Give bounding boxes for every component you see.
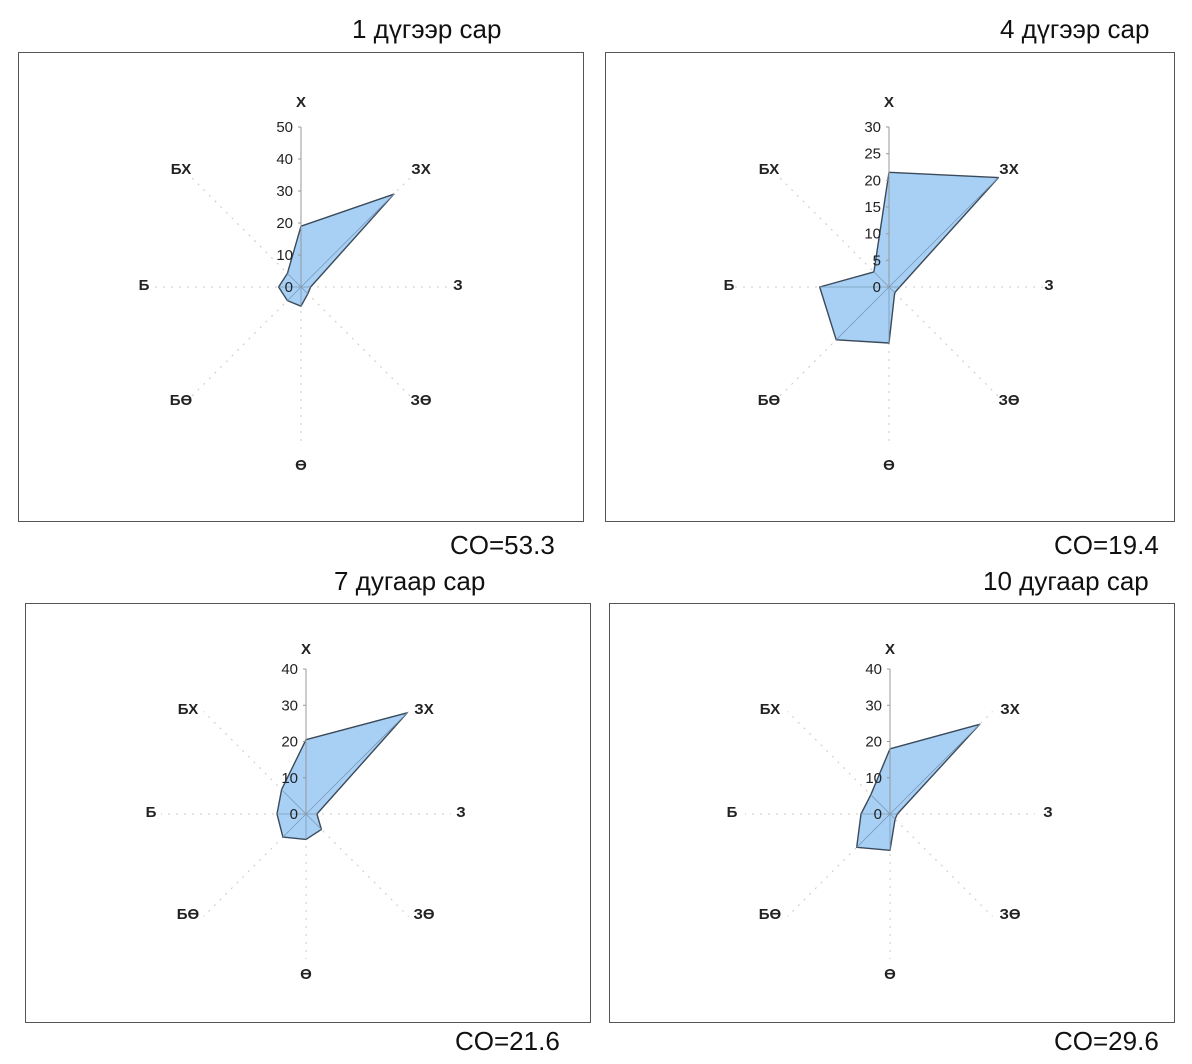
direction-label: Б <box>724 277 735 294</box>
direction-label: Ө <box>300 966 312 983</box>
direction-label: БХ <box>178 701 198 718</box>
tick-label: 50 <box>276 119 293 136</box>
tick-label: 10 <box>276 247 293 264</box>
tick-label: 0 <box>290 806 298 823</box>
chart-title-2: 4 дүгээр сар <box>1000 14 1150 44</box>
spoke-5 <box>775 286 890 401</box>
tick-label: 40 <box>276 151 293 168</box>
direction-label: Х <box>885 641 895 658</box>
direction-label: БӨ <box>170 392 193 409</box>
direction-label: БӨ <box>759 906 782 923</box>
chart-title-1: 1 дүгээр сар <box>352 14 502 44</box>
tick-label: 0 <box>873 279 881 296</box>
tick-label: 40 <box>865 661 882 678</box>
data-point-5 <box>856 813 891 848</box>
tick-label: 30 <box>864 119 881 136</box>
direction-label: Х <box>301 641 311 658</box>
direction-label: Б <box>139 277 150 294</box>
data-point-3 <box>888 286 895 293</box>
direction-label: З <box>456 804 465 821</box>
chart-panel-4: 0 10 20 30 40 Х ЗХ З ЗӨ Ө БӨ Б БХ <box>609 603 1175 1023</box>
chart-panel-3: 0 10 20 30 40 Х ЗХ З ЗӨ Ө БӨ Б БХ <box>25 603 591 1023</box>
data-point-3 <box>300 286 309 295</box>
tick-label: 30 <box>865 697 882 714</box>
direction-label: Б <box>727 804 738 821</box>
data-point-7 <box>287 273 302 288</box>
data-point-1 <box>889 724 980 815</box>
tick-label: 10 <box>281 770 298 787</box>
data-point-7 <box>870 794 891 815</box>
chart-note-4: CO=29.6 <box>1054 1026 1159 1056</box>
direction-label: БХ <box>171 161 191 178</box>
tick-label: 15 <box>864 199 881 216</box>
data-point-1 <box>305 712 408 815</box>
series-area <box>277 193 395 307</box>
chart-panel-1: 0 10 20 30 40 50 Х ЗХ З ЗӨ Ө БӨ Б БХ <box>18 52 584 522</box>
direction-label: З <box>1044 277 1053 294</box>
data-point-3 <box>305 813 322 830</box>
chart-panel-2: 0 5 10 15 20 25 30 Х ЗХ З ЗӨ Ө БӨ Б БХ <box>605 52 1175 522</box>
chart-note-1: CO=53.3 <box>450 530 555 560</box>
radar-chart-2: 0 5 10 15 20 25 30Х ЗХ З ЗӨ Ө БӨ Б БХ <box>724 94 1054 474</box>
tick-label: 20 <box>281 734 298 751</box>
data-point-3 <box>889 813 896 820</box>
radar-chart-4: 0 10 20 30 40Х ЗХ З ЗӨ Ө БӨ Б БХ <box>727 641 1053 983</box>
data-point-7 <box>873 271 890 288</box>
tick-label: 20 <box>865 734 882 751</box>
direction-label: БХ <box>759 161 779 178</box>
chart-note-3: CO=21.6 <box>455 1026 560 1056</box>
radar-chart-1: 0 10 20 30 40 50Х ЗХ З ЗӨ Ө БӨ Б БХ <box>139 94 463 474</box>
chart-title-3: 7 дугаар сар <box>334 566 486 596</box>
data-point-7 <box>281 789 307 815</box>
direction-label: БӨ <box>758 392 781 409</box>
direction-label: ЗХ <box>414 701 433 718</box>
direction-label: З <box>453 277 462 294</box>
direction-label: ЗХ <box>1000 701 1019 718</box>
direction-label: Ө <box>295 457 307 474</box>
tick-label: 30 <box>281 697 298 714</box>
direction-label: З <box>1043 804 1052 821</box>
tick-label: 5 <box>873 252 881 269</box>
direction-label: Б <box>146 804 157 821</box>
tick-label: 40 <box>281 661 298 678</box>
series-area <box>276 712 408 841</box>
direction-label: ЗХ <box>999 161 1018 178</box>
tick-label: 0 <box>285 279 293 296</box>
direction-label: БӨ <box>177 906 200 923</box>
tick-label: 10 <box>864 226 881 243</box>
spoke-3 <box>888 286 1003 401</box>
direction-label: БХ <box>760 701 780 718</box>
data-point-1 <box>300 193 395 288</box>
spoke-3 <box>889 813 993 917</box>
data-point-1 <box>888 177 999 288</box>
spoke-7 <box>775 173 890 288</box>
tick-label: 20 <box>276 215 293 232</box>
direction-label: Ө <box>883 457 895 474</box>
spoke-3 <box>300 286 415 401</box>
data-point-5 <box>287 286 302 301</box>
direction-label: ЗӨ <box>999 906 1020 923</box>
tick-label: 25 <box>864 146 881 163</box>
radar-chart-3: 0 10 20 30 40Х ЗХ З ЗӨ Ө БӨ Б БХ <box>146 641 466 983</box>
direction-label: Ө <box>884 966 896 983</box>
direction-label: ЗӨ <box>998 392 1019 409</box>
direction-label: ЗӨ <box>413 906 434 923</box>
data-point-5 <box>282 813 307 838</box>
direction-label: Х <box>296 94 306 111</box>
spoke-7 <box>187 173 302 288</box>
data-point-5 <box>835 286 890 341</box>
tick-label: 0 <box>874 806 882 823</box>
tick-label: 20 <box>864 172 881 189</box>
spoke-3 <box>305 813 409 917</box>
tick-label: 30 <box>276 183 293 200</box>
chart-note-2: CO=19.4 <box>1054 530 1159 560</box>
spoke-5 <box>187 286 302 401</box>
chart-title-4: 10 дугаар сар <box>983 566 1149 596</box>
direction-label: Х <box>884 94 894 111</box>
direction-label: ЗХ <box>411 161 430 178</box>
series-area <box>818 171 1000 344</box>
tick-label: 10 <box>865 770 882 787</box>
direction-label: ЗӨ <box>410 392 431 409</box>
